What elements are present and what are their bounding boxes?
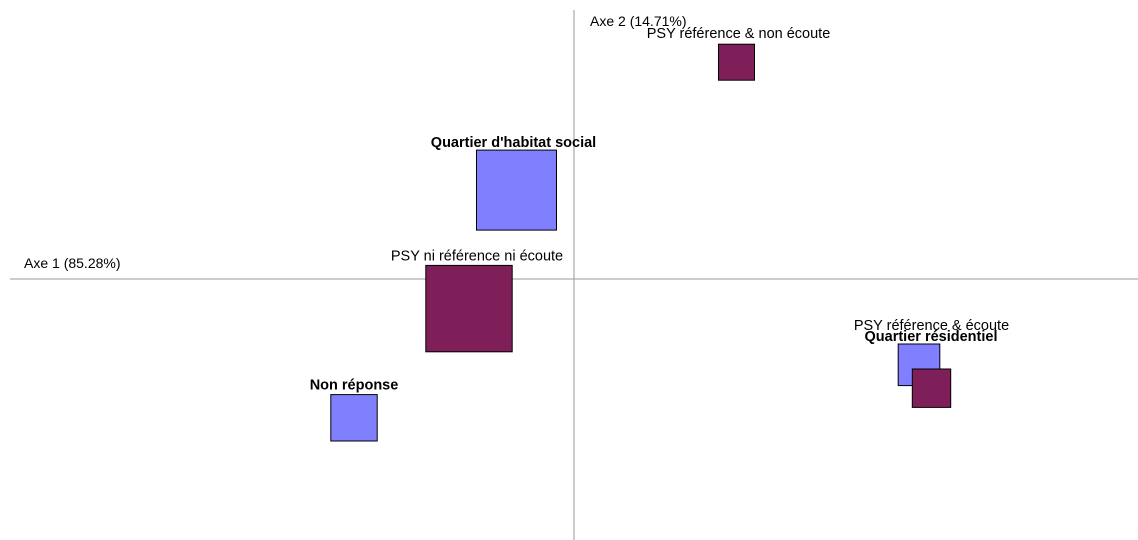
label-quartier-residentiel: Quartier résidentiel: [865, 329, 998, 345]
marker-psy-ni-reference-ni-ecoute: [425, 264, 513, 353]
label-quartier-d-habitat-social: Quartier d'habitat social: [431, 135, 596, 151]
marker-quartier-d-habitat-social: [476, 149, 557, 231]
marker-non-reponse: [330, 394, 378, 442]
data-points: Quartier d'habitat social Quartier réside…: [310, 26, 1009, 442]
label-psy-reference-non-ecoute: PSY référence & non écoute: [647, 26, 831, 42]
label-psy-ni-reference-ni-ecoute: PSY ni référence ni écoute: [391, 248, 563, 264]
marker-psy-reference-non-ecoute: [718, 43, 755, 81]
axis-1-title: Axe 1 (85.28%): [24, 255, 121, 271]
label-psy-reference-ecoute: PSY référence & écoute: [854, 318, 1009, 334]
axis-2-title: Axe 2 (14.71%): [590, 13, 687, 29]
label-non-reponse: Non réponse: [310, 378, 399, 394]
marker-psy-reference-ecoute: [911, 368, 952, 408]
